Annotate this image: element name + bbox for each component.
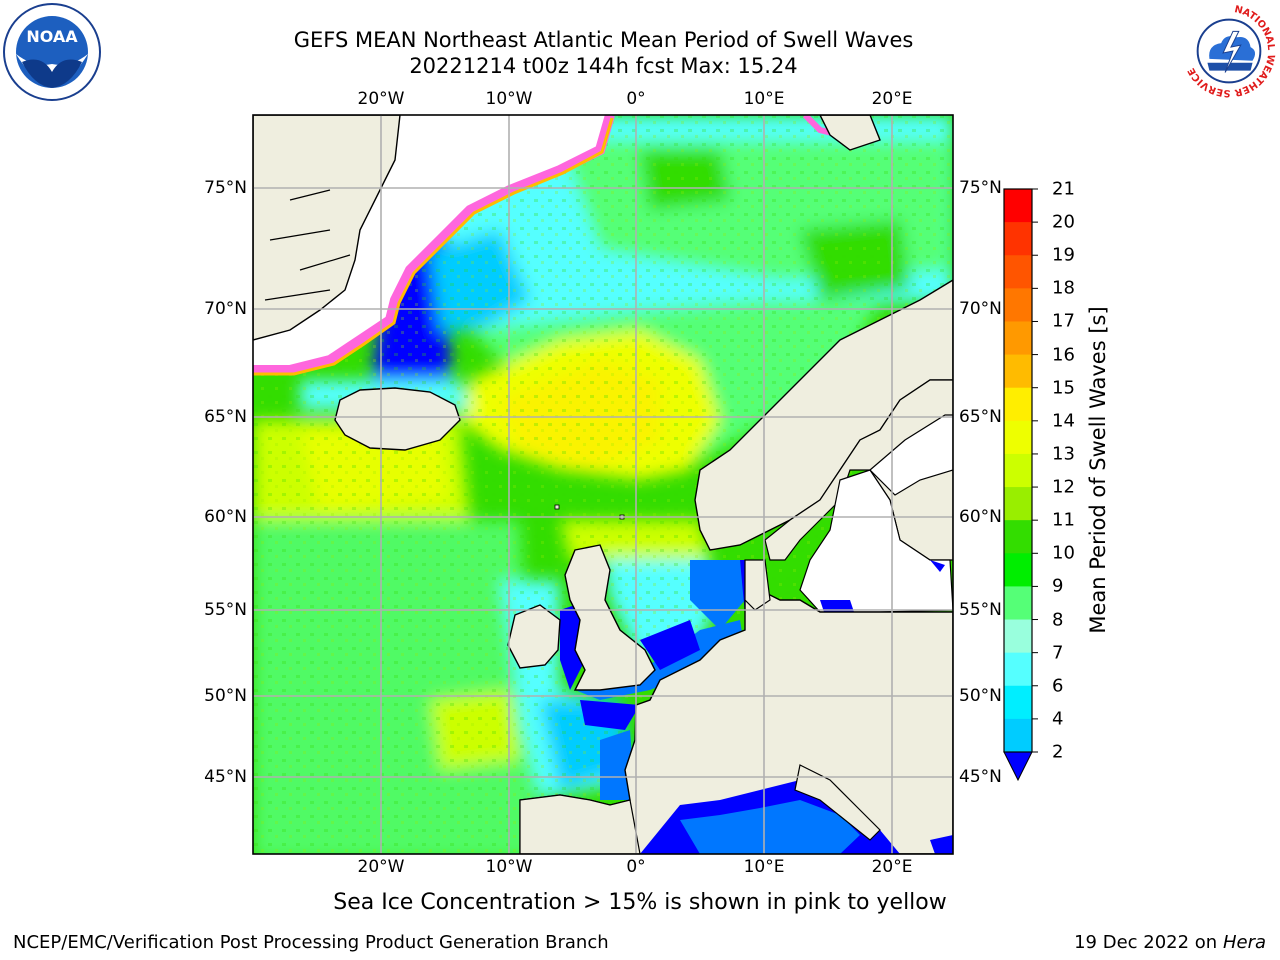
nws-logo: NATIONAL WEATHER SERVICE [1181,3,1276,98]
lat-label-right-60n: 60°N [959,507,1002,527]
lat-label-left-60n: 60°N [204,507,247,527]
lat-label-left-50n: 50°N [204,686,247,706]
lon-label-top-10e: 10°E [743,89,785,109]
lat-label-left-55n: 55°N [204,600,247,620]
colorbar-segment [1004,553,1032,588]
colorbar-segment [1004,387,1032,422]
lon-label-top-20w: 20°W [357,89,405,109]
colorbar-tick-label: 15 [1052,377,1075,399]
map-frame [252,114,954,855]
colorbar-segment [1004,718,1032,753]
lon-label-top-0: 0° [626,89,646,109]
colorbar-frame [1003,188,1033,753]
lon-label-bottom-10e: 10°E [743,857,785,877]
colorbar-segment [1004,652,1032,687]
colorbar-tick-label: 17 [1052,310,1075,332]
lat-label-left-75n: 75°N [204,178,247,198]
ireland-land [507,604,561,669]
map-title: GEFS MEAN Northeast Atlantic Mean Period… [293,28,914,52]
lon-label-bottom-20w: 20°W [357,857,405,877]
lat-label-right-70n: 70°N [959,299,1002,319]
colorbar-segment [1004,222,1032,256]
colorbar-segment [1004,354,1032,389]
colorbar [1003,188,1038,782]
lon-label-bottom-20e: 20°E [871,857,913,877]
colorbar-tick-label: 14 [1052,410,1075,432]
footer-date-text: 19 Dec 2022 on [1074,932,1218,953]
colorbar-tick-label: 7 [1052,642,1064,664]
colorbar-label: Mean Period of Swell Waves [s] [1086,306,1110,634]
colorbar-segment [1004,586,1032,621]
colorbar-tick-label: 10 [1052,542,1075,564]
lat-label-right-45n: 45°N [959,767,1002,787]
colorbar-segment [1004,288,1032,323]
noaa-logo: NOAA [3,3,101,101]
colorbar-tick-label: 19 [1052,244,1075,266]
colorbar-tick-label: 20 [1052,211,1075,233]
colorbar-tick-label: 13 [1052,443,1075,465]
lat-label-left-70n: 70°N [204,299,247,319]
colorbar-tick-label: 9 [1052,575,1064,597]
map-subtitle: 20221214 t00z 144h fcst Max: 15.24 [409,54,798,78]
colorbar-tick-label: 4 [1052,708,1064,730]
colorbar-segment [1004,619,1032,654]
footer-host: Hera [1222,932,1266,953]
colorbar-segment [1004,420,1032,455]
lon-label-top-10w: 10°W [485,89,533,109]
colorbar-tick-label: 11 [1052,509,1075,531]
lat-label-right-75n: 75°N [959,178,1002,198]
sea-ice-edge [253,115,615,375]
footer-credit: NCEP/EMC/Verification Post Processing Pr… [13,932,609,953]
colorbar-tick-label: 18 [1052,277,1075,299]
colorbar-segment [1004,453,1032,488]
colorbar-tick-label: 6 [1052,675,1064,697]
colorbar-segment [1004,321,1032,356]
colorbar-tick-label: 16 [1052,344,1075,366]
lat-label-right-50n: 50°N [959,686,1002,706]
noaa-logo-text: NOAA [26,27,78,46]
lat-label-right-65n: 65°N [959,407,1002,427]
colorbar-extend-arrow [1003,751,1033,782]
colorbar-tick-label: 2 [1052,741,1064,763]
colorbar-tick-label: 12 [1052,476,1075,498]
colorbar-segment [1004,255,1032,289]
colorbar-segment [1004,487,1032,521]
sea-ice-note: Sea Ice Concentration > 15% is shown in … [333,890,947,915]
colorbar-tick-label: 21 [1052,178,1075,200]
lon-label-top-20e: 20°E [871,89,913,109]
colorbar-segment [1004,189,1032,223]
colorbar-segment [1004,520,1032,554]
iceland-land [334,387,461,451]
lat-label-left-65n: 65°N [204,407,247,427]
lat-label-left-45n: 45°N [204,767,247,787]
footer-date: 19 Dec 2022 on Hera [1074,932,1266,953]
lon-label-bottom-10w: 10°W [485,857,533,877]
colorbar-tick-label: 8 [1052,609,1064,631]
lon-label-bottom-0: 0° [626,857,646,877]
map-gridlines [253,115,953,854]
lat-label-right-55n: 55°N [959,600,1002,620]
colorbar-segment [1004,685,1032,720]
greenland-land [253,115,401,341]
